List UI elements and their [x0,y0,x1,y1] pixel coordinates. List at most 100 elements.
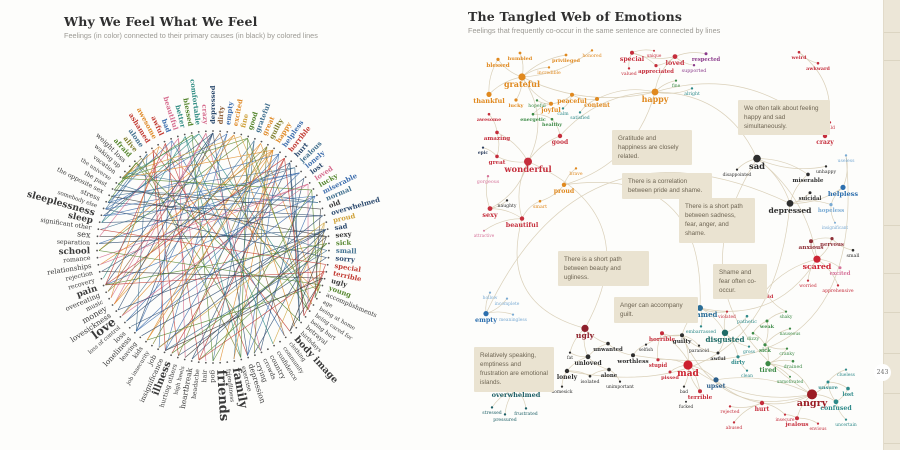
edge-happy-content [596,89,656,100]
edge-happy-sad [654,91,758,159]
edge-horrible-terrible [661,332,701,392]
node-dot-blessed [496,57,500,61]
chord-young [147,284,321,341]
chord-lucky [311,189,319,292]
chord-awful [105,143,166,286]
cause-label-god: god [209,370,217,383]
chord-miserable [105,195,316,286]
node-label-anxious: anxious [799,245,825,251]
node-label-ashamed: ashamed [683,310,718,319]
edge-horrible-stupid [657,333,663,360]
node-dot-awful [716,351,720,355]
label-dot [139,336,142,339]
node-dot-sexy [487,206,493,212]
label-dot [312,188,315,190]
node-dot-hopeless [829,203,833,207]
label-dot [247,356,250,359]
node-label-homesick: homesick [551,390,572,395]
chord-depressed [117,132,214,311]
node-label-disgusted: disgusted [705,335,744,344]
label-dot [102,207,105,210]
label-dot [119,176,122,178]
node-dot-homesick [560,385,564,388]
label-dot [151,147,153,150]
node-dot-empty [483,311,489,317]
node-dot-paranoid [697,344,701,347]
chord-overwhelmed [158,215,323,348]
label-dot [204,130,207,133]
node-label-upset: upset [706,383,725,390]
edge-sad-scared [756,158,818,260]
label-dot [226,130,229,133]
node-label-afraid: afraid [757,294,774,300]
node-dot-tired [765,361,771,367]
edge-grateful-wonderful [521,76,539,162]
node-dot-awkward [816,61,820,65]
node-label-awesome: awesome [477,117,501,123]
edge-loved-respected [674,52,707,57]
label-dot [183,133,186,136]
label-dot [128,165,131,168]
edge-depressed-empty [485,172,791,314]
label-dot [260,140,263,143]
chord-great [114,143,261,305]
node-dot-honored [590,49,594,52]
chord-better [103,136,186,279]
page-edge-line [884,225,900,226]
chord-horrible [284,158,305,316]
label-dot [312,304,315,306]
feeling-label-crazy: crazy [200,104,209,125]
label-dot [226,361,229,364]
node-dot-wild [828,121,832,124]
node-dot-drained [791,359,795,363]
node-dot-sad [753,154,761,163]
edge-nervous-small [831,238,854,251]
label-dot [318,200,321,203]
node-label-naughty: naughty [498,203,517,209]
chord-awesome [110,146,160,298]
chord-loved [121,183,309,316]
node-dot-small [851,248,855,252]
node-label-fat: fat [567,356,573,361]
node-dot-humbled [518,51,522,55]
chord-loved [100,183,309,265]
label-dot [102,284,105,287]
edge-empty-meaningless [485,311,514,315]
node-dot-smart [538,199,542,203]
edge-anxious-nervous [810,237,833,242]
edge-ugly-beautiful [516,218,586,329]
edge-sad-miserable [756,158,809,175]
node-label-weird: weird [791,55,808,61]
feeling-label-depressed: depressed [209,85,217,124]
node-label-uncertain: uncertain [835,423,857,428]
chord-sad [141,229,326,337]
label-dot [323,277,326,280]
node-label-gross: gross [743,350,756,355]
node-label-sexy: sexy [482,211,497,219]
chord-ugly [165,277,323,351]
edge-weak-sick [764,320,769,345]
label-dot [295,165,298,168]
label-dot [97,263,100,266]
edge-mad-angry [687,364,813,398]
node-label-hopeful: hopeful [528,103,546,109]
cause-label-hair: hair [201,370,209,383]
node-dot-lucky [514,98,518,102]
node-label-worthless: worthless [616,359,649,365]
node-label-healthy: healthy [542,122,562,128]
label-dot [321,284,324,287]
node-label-dizzy: dizzy [747,336,760,342]
chord-alive [121,157,142,179]
node-label-envious: envious [809,427,827,432]
label-dot [124,170,126,173]
label-dot [315,194,318,197]
chord-lonely [135,172,300,332]
node-dot-hopeful [535,99,539,102]
feeling-label-sad: sad [334,222,348,232]
node-label-insignificant: insignificant [822,225,849,230]
node-dot-happy [651,88,659,96]
edge-grateful-honored [521,50,593,78]
chord-sexy [289,236,327,332]
chord-sad [253,229,326,354]
label-dot [97,228,100,231]
